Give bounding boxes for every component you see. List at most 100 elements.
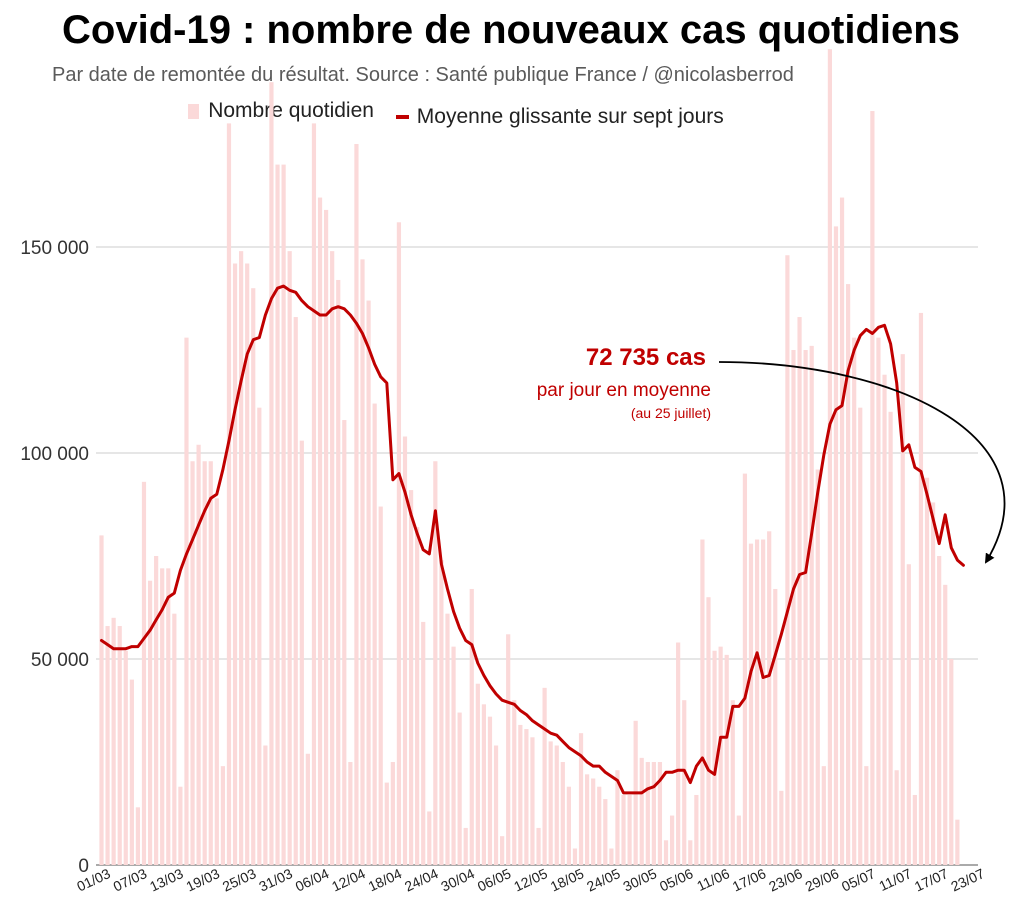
bar	[384, 782, 389, 865]
bar	[742, 473, 748, 865]
bar	[111, 617, 116, 865]
bar	[336, 279, 341, 866]
x-tick-label: 12/04	[329, 865, 368, 894]
bar	[135, 807, 141, 865]
bar	[767, 531, 772, 865]
bar	[445, 613, 450, 865]
bar	[560, 762, 565, 865]
bar	[99, 535, 104, 865]
bar	[493, 745, 499, 865]
x-tick-label: 23/07	[948, 865, 987, 894]
bar	[184, 337, 189, 865]
bar	[645, 762, 650, 865]
bar	[469, 588, 474, 865]
legend-item-line: Moyenne glissante sur sept jours	[395, 104, 724, 129]
bar	[882, 374, 887, 865]
bar	[858, 407, 863, 865]
bar	[129, 679, 134, 865]
bar	[202, 461, 207, 865]
bar	[870, 111, 875, 866]
bar	[937, 556, 942, 865]
bar	[955, 819, 960, 865]
bar	[160, 568, 165, 865]
bar	[894, 770, 899, 865]
bar	[852, 337, 857, 865]
annotation-line1: par jour en moyenne	[536, 380, 711, 401]
bar	[232, 263, 238, 866]
bar	[475, 683, 480, 865]
bar	[396, 222, 402, 865]
bar	[833, 226, 839, 865]
bar	[730, 700, 735, 865]
x-tick-label: 24/05	[584, 865, 623, 894]
bar	[305, 753, 310, 865]
annotation-line2: (au 25 juillet)	[630, 405, 711, 421]
bar	[554, 745, 559, 865]
bar	[427, 811, 432, 865]
bar	[117, 626, 122, 865]
bar	[694, 794, 699, 865]
y-tick-label: 50 000	[31, 650, 89, 671]
bar	[366, 300, 371, 865]
legend-item-bars: Nombre quotidien	[188, 99, 374, 123]
x-tick-label: 29/06	[803, 865, 842, 894]
x-tick-label: 30/04	[438, 865, 477, 894]
bar	[317, 197, 323, 865]
bar	[669, 815, 675, 865]
bar	[803, 350, 808, 865]
x-tick-label: 05/06	[657, 865, 696, 894]
bar	[930, 502, 936, 865]
legend-line-label: Moyenne glissante sur sept jours	[416, 104, 724, 128]
bar	[876, 337, 881, 865]
bar	[827, 49, 832, 866]
bar	[439, 560, 444, 865]
bar	[378, 506, 383, 865]
bar	[815, 469, 820, 865]
bar	[754, 539, 760, 865]
bar	[530, 737, 535, 865]
bar	[512, 700, 517, 865]
bar	[463, 827, 468, 865]
bar	[639, 757, 644, 865]
bar	[518, 724, 523, 865]
bar	[311, 123, 317, 865]
x-axis-ticks: 01/0307/0313/0319/0325/0331/0306/0412/04…	[74, 865, 987, 894]
legend-bar-swatch	[188, 103, 200, 119]
bar	[281, 164, 286, 866]
moving-average-line	[100, 284, 965, 795]
x-tick-label: 13/03	[147, 865, 186, 894]
bar	[700, 539, 705, 865]
x-tick-label: 11/06	[694, 865, 732, 894]
bar	[123, 650, 128, 865]
bar	[572, 848, 578, 865]
bar	[239, 251, 244, 865]
bar	[779, 790, 784, 865]
x-tick-label: 30/05	[621, 865, 660, 894]
bar	[226, 123, 232, 865]
bar	[846, 284, 851, 866]
bar	[888, 411, 893, 865]
bar	[748, 543, 754, 865]
bar	[287, 251, 292, 865]
chart-title: Covid-19 : nombre de nouveaux cas quotid…	[62, 8, 960, 52]
bar	[481, 704, 487, 865]
bar	[245, 263, 250, 866]
bar	[433, 461, 438, 865]
bar	[585, 774, 590, 865]
bar	[785, 255, 790, 866]
x-tick-label: 18/04	[366, 865, 405, 894]
bar	[348, 762, 353, 865]
bar	[330, 251, 335, 865]
bar	[487, 716, 493, 865]
bar	[402, 436, 408, 865]
bar	[372, 403, 377, 865]
bar	[609, 848, 614, 865]
bar	[943, 584, 948, 865]
x-tick-label: 19/03	[184, 865, 223, 894]
bar	[706, 597, 711, 865]
x-tick-label: 05/07	[839, 865, 878, 894]
bar	[451, 646, 456, 865]
bar	[178, 786, 183, 865]
bar	[797, 317, 802, 865]
bar	[524, 729, 529, 865]
